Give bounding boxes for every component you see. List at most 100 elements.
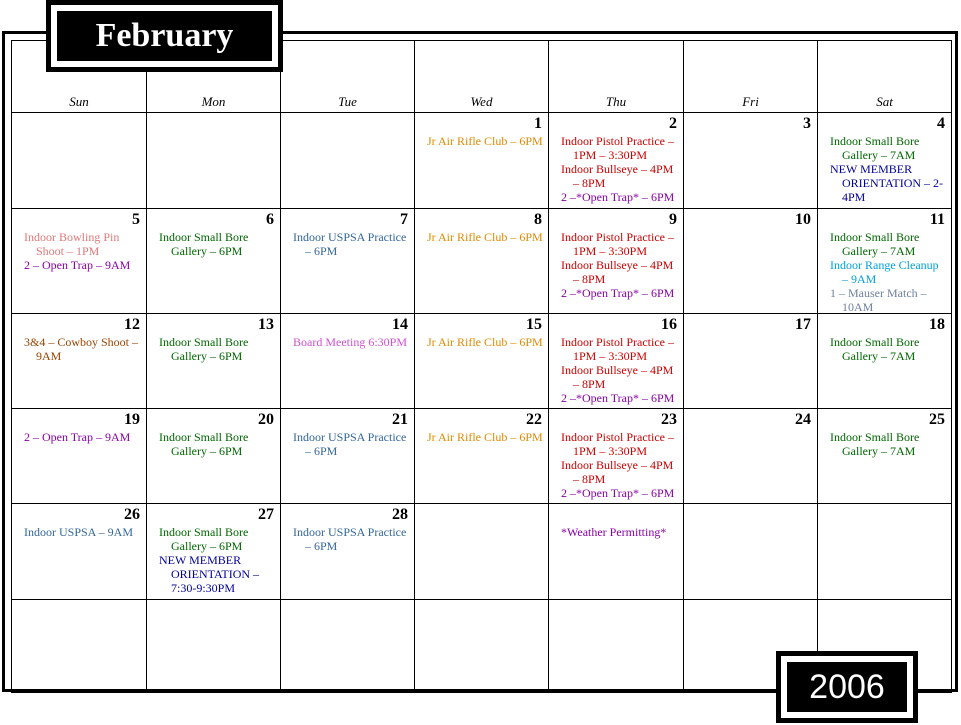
weekday: Sat	[876, 94, 893, 109]
event: Board Meeting 6:30PM	[293, 335, 407, 349]
day-number: 25	[929, 411, 945, 428]
event: Indoor Small Bore Gallery – 6PM	[159, 335, 249, 363]
event: Indoor Pistol Practice – 1PM – 3:30PM	[561, 335, 674, 363]
day-number: 20	[258, 411, 274, 428]
event-list: 2 – Open Trap – 9AM	[18, 430, 142, 444]
day-number: 6	[266, 211, 274, 228]
day-number: 24	[795, 411, 811, 428]
day-cell	[414, 599, 549, 693]
event: 2 – Open Trap – 9AM	[24, 430, 131, 444]
day-number: 26	[124, 506, 140, 523]
event: Indoor Small Bore Gallery – 7AM	[830, 430, 920, 458]
event: Indoor Pistol Practice – 1PM – 3:30PM	[561, 134, 674, 162]
event: 3&4 – Cowboy Shoot – 9AM	[24, 335, 139, 363]
event: Indoor Bullseye – 4PM – 8PM	[561, 458, 674, 486]
event-list: Indoor Pistol Practice – 1PM – 3:30PM Ind…	[555, 134, 679, 204]
day-cell: 4 Indoor Small Bore Gallery – 7AM NEW MEMB…	[817, 112, 952, 209]
day-number: 18	[929, 316, 945, 333]
weekday: Tue	[338, 94, 357, 109]
event: *Weather Permitting*	[561, 525, 667, 539]
weekday: Sun	[69, 94, 89, 109]
event: Indoor USPSA Practice – 6PM	[293, 525, 407, 553]
event: Indoor Small Bore Gallery – 6PM	[159, 230, 249, 258]
day-cell	[548, 599, 684, 693]
day-cell: 28 Indoor USPSA Practice – 6PM	[280, 503, 415, 600]
day-cell: 25 Indoor Small Bore Gallery – 7AM	[817, 408, 952, 504]
weekday: Mon	[201, 94, 226, 109]
day-cell	[146, 599, 281, 693]
event-list: Indoor USPSA Practice – 6PM	[287, 230, 410, 258]
day-number: 1	[534, 115, 542, 132]
event: Jr Air Rifle Club – 6PM	[427, 230, 543, 244]
event-list: Jr Air Rifle Club – 6PM	[421, 230, 544, 244]
event-list: 3&4 – Cowboy Shoot – 9AM	[18, 335, 142, 363]
day-cell: 26 Indoor USPSA – 9AM	[11, 503, 147, 600]
weekday: Fri	[742, 94, 759, 109]
event: Jr Air Rifle Club – 6PM	[427, 335, 543, 349]
day-cell: 27 Indoor Small Bore Gallery – 6PM NEW MEM…	[146, 503, 281, 600]
event: Indoor Small Bore Gallery – 6PM	[159, 525, 249, 553]
title-box: February	[46, 0, 283, 72]
event-list: Jr Air Rifle Club – 6PM	[421, 335, 544, 349]
day-cell: 17	[683, 313, 818, 409]
event-list: Jr Air Rifle Club – 6PM	[421, 430, 544, 444]
day-cell: 13 Indoor Small Bore Gallery – 6PM	[146, 313, 281, 409]
event-list: Indoor Pistol Practice – 1PM – 3:30PM Ind…	[555, 230, 679, 300]
day-cell: 15 Jr Air Rifle Club – 6PM	[414, 313, 549, 409]
event: Indoor Range Cleanup – 9AM	[830, 258, 939, 286]
event-list: Indoor Small Bore Gallery – 6PM	[153, 230, 276, 258]
day-number: 5	[132, 211, 140, 228]
day-cell: 18 Indoor Small Bore Gallery – 7AM	[817, 313, 952, 409]
event: Indoor Bullseye – 4PM – 8PM	[561, 258, 674, 286]
day-cell: 3	[683, 112, 818, 209]
event-list: Indoor Pistol Practice – 1PM – 3:30PM Ind…	[555, 430, 679, 500]
day-number: 2	[669, 115, 677, 132]
day-cell: 24	[683, 408, 818, 504]
event: Indoor Small Bore Gallery – 7AM	[830, 134, 920, 162]
event-list: Indoor USPSA – 9AM	[18, 525, 142, 539]
day-cell: 19 2 – Open Trap – 9AM	[11, 408, 147, 504]
event: Indoor Bowling Pin Shoot – 1PM	[24, 230, 120, 258]
event-list: Indoor Bowling Pin Shoot – 1PM 2 – Open T…	[18, 230, 142, 272]
day-cell: 20 Indoor Small Bore Gallery – 6PM	[146, 408, 281, 504]
day-number: 7	[400, 211, 408, 228]
title: February	[57, 11, 272, 61]
day-cell	[683, 503, 818, 600]
day-number: 23	[661, 411, 677, 428]
event-list: Indoor Small Bore Gallery – 7AM	[824, 335, 947, 363]
day-cell	[11, 599, 147, 693]
day-cell	[817, 503, 952, 600]
day-cell: *Weather Permitting*	[548, 503, 684, 600]
event-list: Indoor Small Bore Gallery – 7AM Indoor Ra…	[824, 230, 947, 314]
day-number: 28	[392, 506, 408, 523]
event: NEW MEMBER ORIENTATION – 2-4PM	[830, 162, 944, 204]
event: 2 – Open Trap – 9AM	[24, 258, 131, 272]
day-number: 10	[795, 211, 811, 228]
day-cell: 23 Indoor Pistol Practice – 1PM – 3:30PM I…	[548, 408, 684, 504]
day-cell: 2 Indoor Pistol Practice – 1PM – 3:30PM In…	[548, 112, 684, 209]
day-cell	[280, 112, 415, 209]
event-list: Indoor USPSA Practice – 6PM	[287, 430, 410, 458]
day-number: 4	[937, 115, 945, 132]
event-list: Indoor Small Bore Gallery – 7AM NEW MEMBE…	[824, 134, 947, 204]
event: Indoor Small Bore Gallery – 7AM	[830, 230, 920, 258]
day-cell: 16 Indoor Pistol Practice – 1PM – 3:30PM I…	[548, 313, 684, 409]
event: 1 – Mauser Match – 10AM	[830, 286, 927, 314]
day-number: 14	[392, 316, 408, 333]
event-list: Board Meeting 6:30PM	[287, 335, 410, 349]
event: 2 –*Open Trap* – 6PM	[561, 286, 675, 300]
event: 2 –*Open Trap* – 6PM	[561, 391, 675, 405]
event-list: Jr Air Rifle Club – 6PM	[421, 134, 544, 148]
year-box: 2006	[776, 651, 918, 723]
day-number: 16	[661, 316, 677, 333]
day-number: 8	[534, 211, 542, 228]
day-cell	[11, 112, 147, 209]
event: NEW MEMBER ORIENTATION – 7:30-9:30PM	[159, 553, 260, 595]
day-cell: 9 Indoor Pistol Practice – 1PM – 3:30PM In…	[548, 208, 684, 314]
day-number: 3	[803, 115, 811, 132]
day-cell	[280, 599, 415, 693]
day-cell: 6 Indoor Small Bore Gallery – 6PM	[146, 208, 281, 314]
day-cell: 8 Jr Air Rifle Club – 6PM	[414, 208, 549, 314]
day-number: 21	[392, 411, 408, 428]
event: Indoor USPSA Practice – 6PM	[293, 230, 407, 258]
